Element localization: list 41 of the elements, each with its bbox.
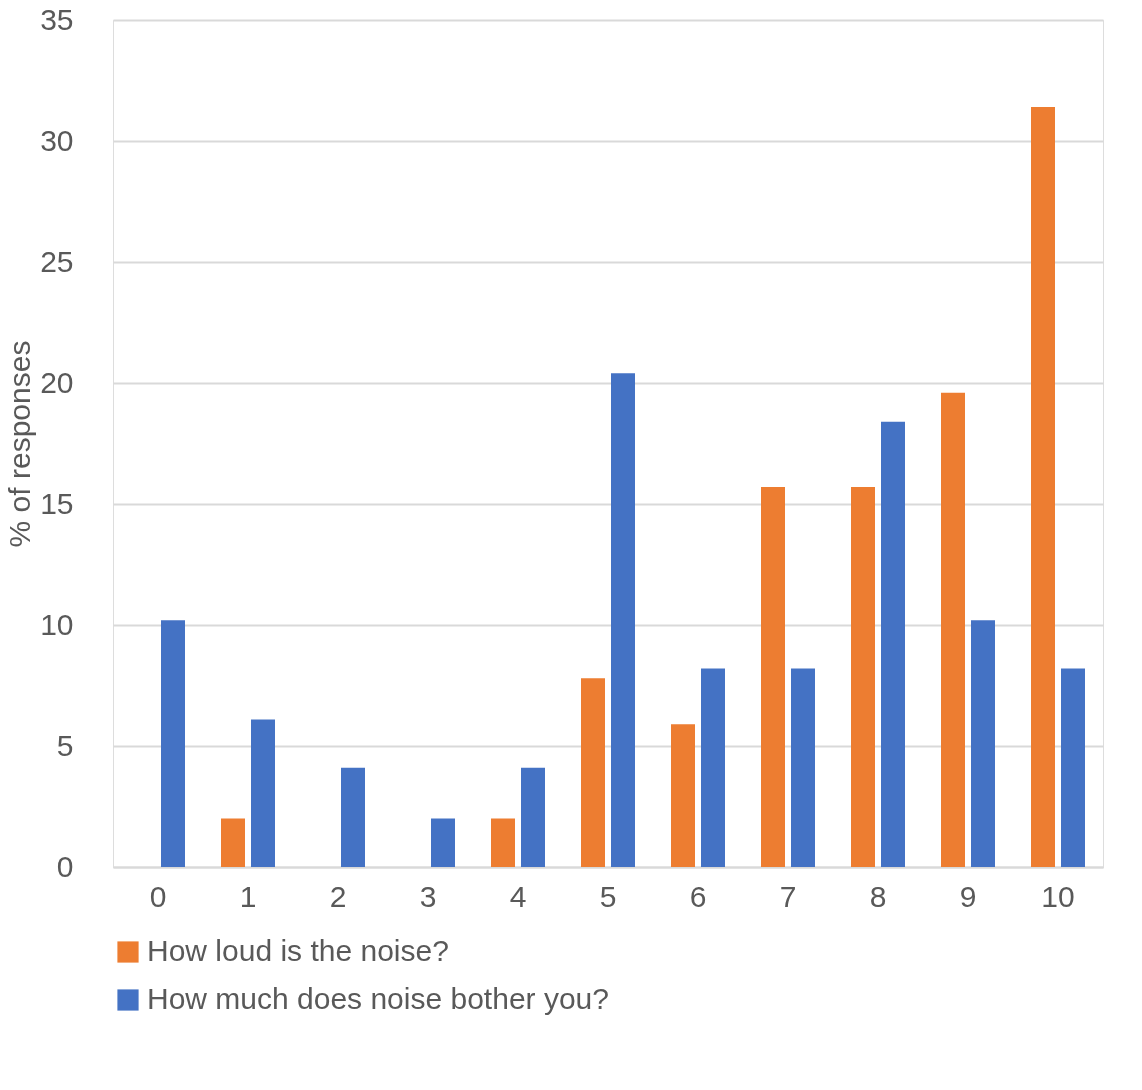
y-tick-label: 25 bbox=[40, 244, 74, 278]
bar bbox=[941, 392, 965, 867]
bar bbox=[431, 818, 455, 867]
y-tick-label: 5 bbox=[56, 728, 74, 762]
bar bbox=[671, 724, 695, 867]
x-tick-label: 7 bbox=[779, 879, 797, 913]
x-tick-label: 6 bbox=[689, 879, 707, 913]
y-tick-label: 35 bbox=[40, 2, 74, 36]
bar bbox=[791, 668, 815, 867]
bar bbox=[1061, 668, 1085, 867]
y-tick-label: 0 bbox=[56, 849, 74, 883]
y-tick-label: 20 bbox=[40, 365, 74, 399]
bar bbox=[341, 767, 365, 867]
legend-label: How loud is the noise? bbox=[147, 934, 449, 967]
bar bbox=[851, 487, 875, 867]
x-tick-label: 10 bbox=[1041, 879, 1075, 913]
x-tick-label: 9 bbox=[959, 879, 977, 913]
x-tick-label: 3 bbox=[419, 879, 437, 913]
y-tick-label: 15 bbox=[40, 486, 74, 520]
bar bbox=[251, 719, 275, 867]
bar bbox=[611, 373, 635, 867]
bar bbox=[761, 487, 785, 867]
bar bbox=[701, 668, 725, 867]
bar bbox=[881, 421, 905, 867]
y-tick-label: 30 bbox=[40, 123, 74, 157]
legend-label: How much does noise bother you? bbox=[147, 982, 609, 1015]
bar bbox=[971, 620, 995, 867]
bar bbox=[221, 818, 245, 867]
x-tick-label: 5 bbox=[599, 879, 617, 913]
bar bbox=[491, 818, 515, 867]
bar bbox=[581, 678, 605, 867]
y-axis-title: % of responses bbox=[3, 340, 37, 548]
bar bbox=[1031, 107, 1055, 867]
x-tick-label: 0 bbox=[149, 879, 167, 913]
x-tick-label: 1 bbox=[239, 879, 257, 913]
x-tick-label: 8 bbox=[869, 879, 887, 913]
x-tick-label: 4 bbox=[509, 879, 527, 913]
bar bbox=[521, 767, 545, 867]
bar bbox=[161, 620, 185, 867]
x-tick-label: 2 bbox=[329, 879, 347, 913]
y-tick-label: 10 bbox=[40, 607, 74, 641]
